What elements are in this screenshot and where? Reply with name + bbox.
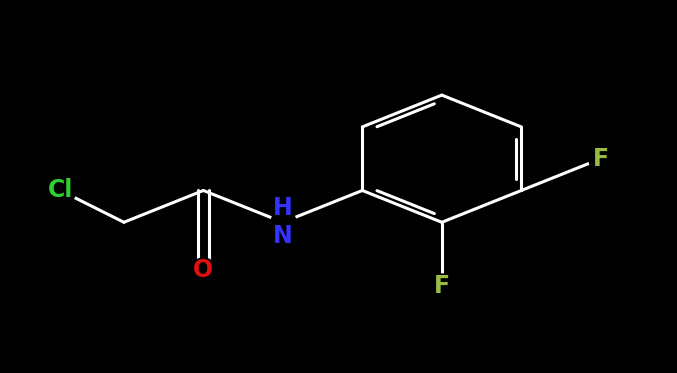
- Text: O: O: [194, 258, 213, 282]
- Text: H
N: H N: [273, 196, 292, 248]
- Text: F: F: [593, 147, 609, 171]
- Text: F: F: [434, 274, 450, 298]
- Text: Cl: Cl: [47, 178, 73, 203]
